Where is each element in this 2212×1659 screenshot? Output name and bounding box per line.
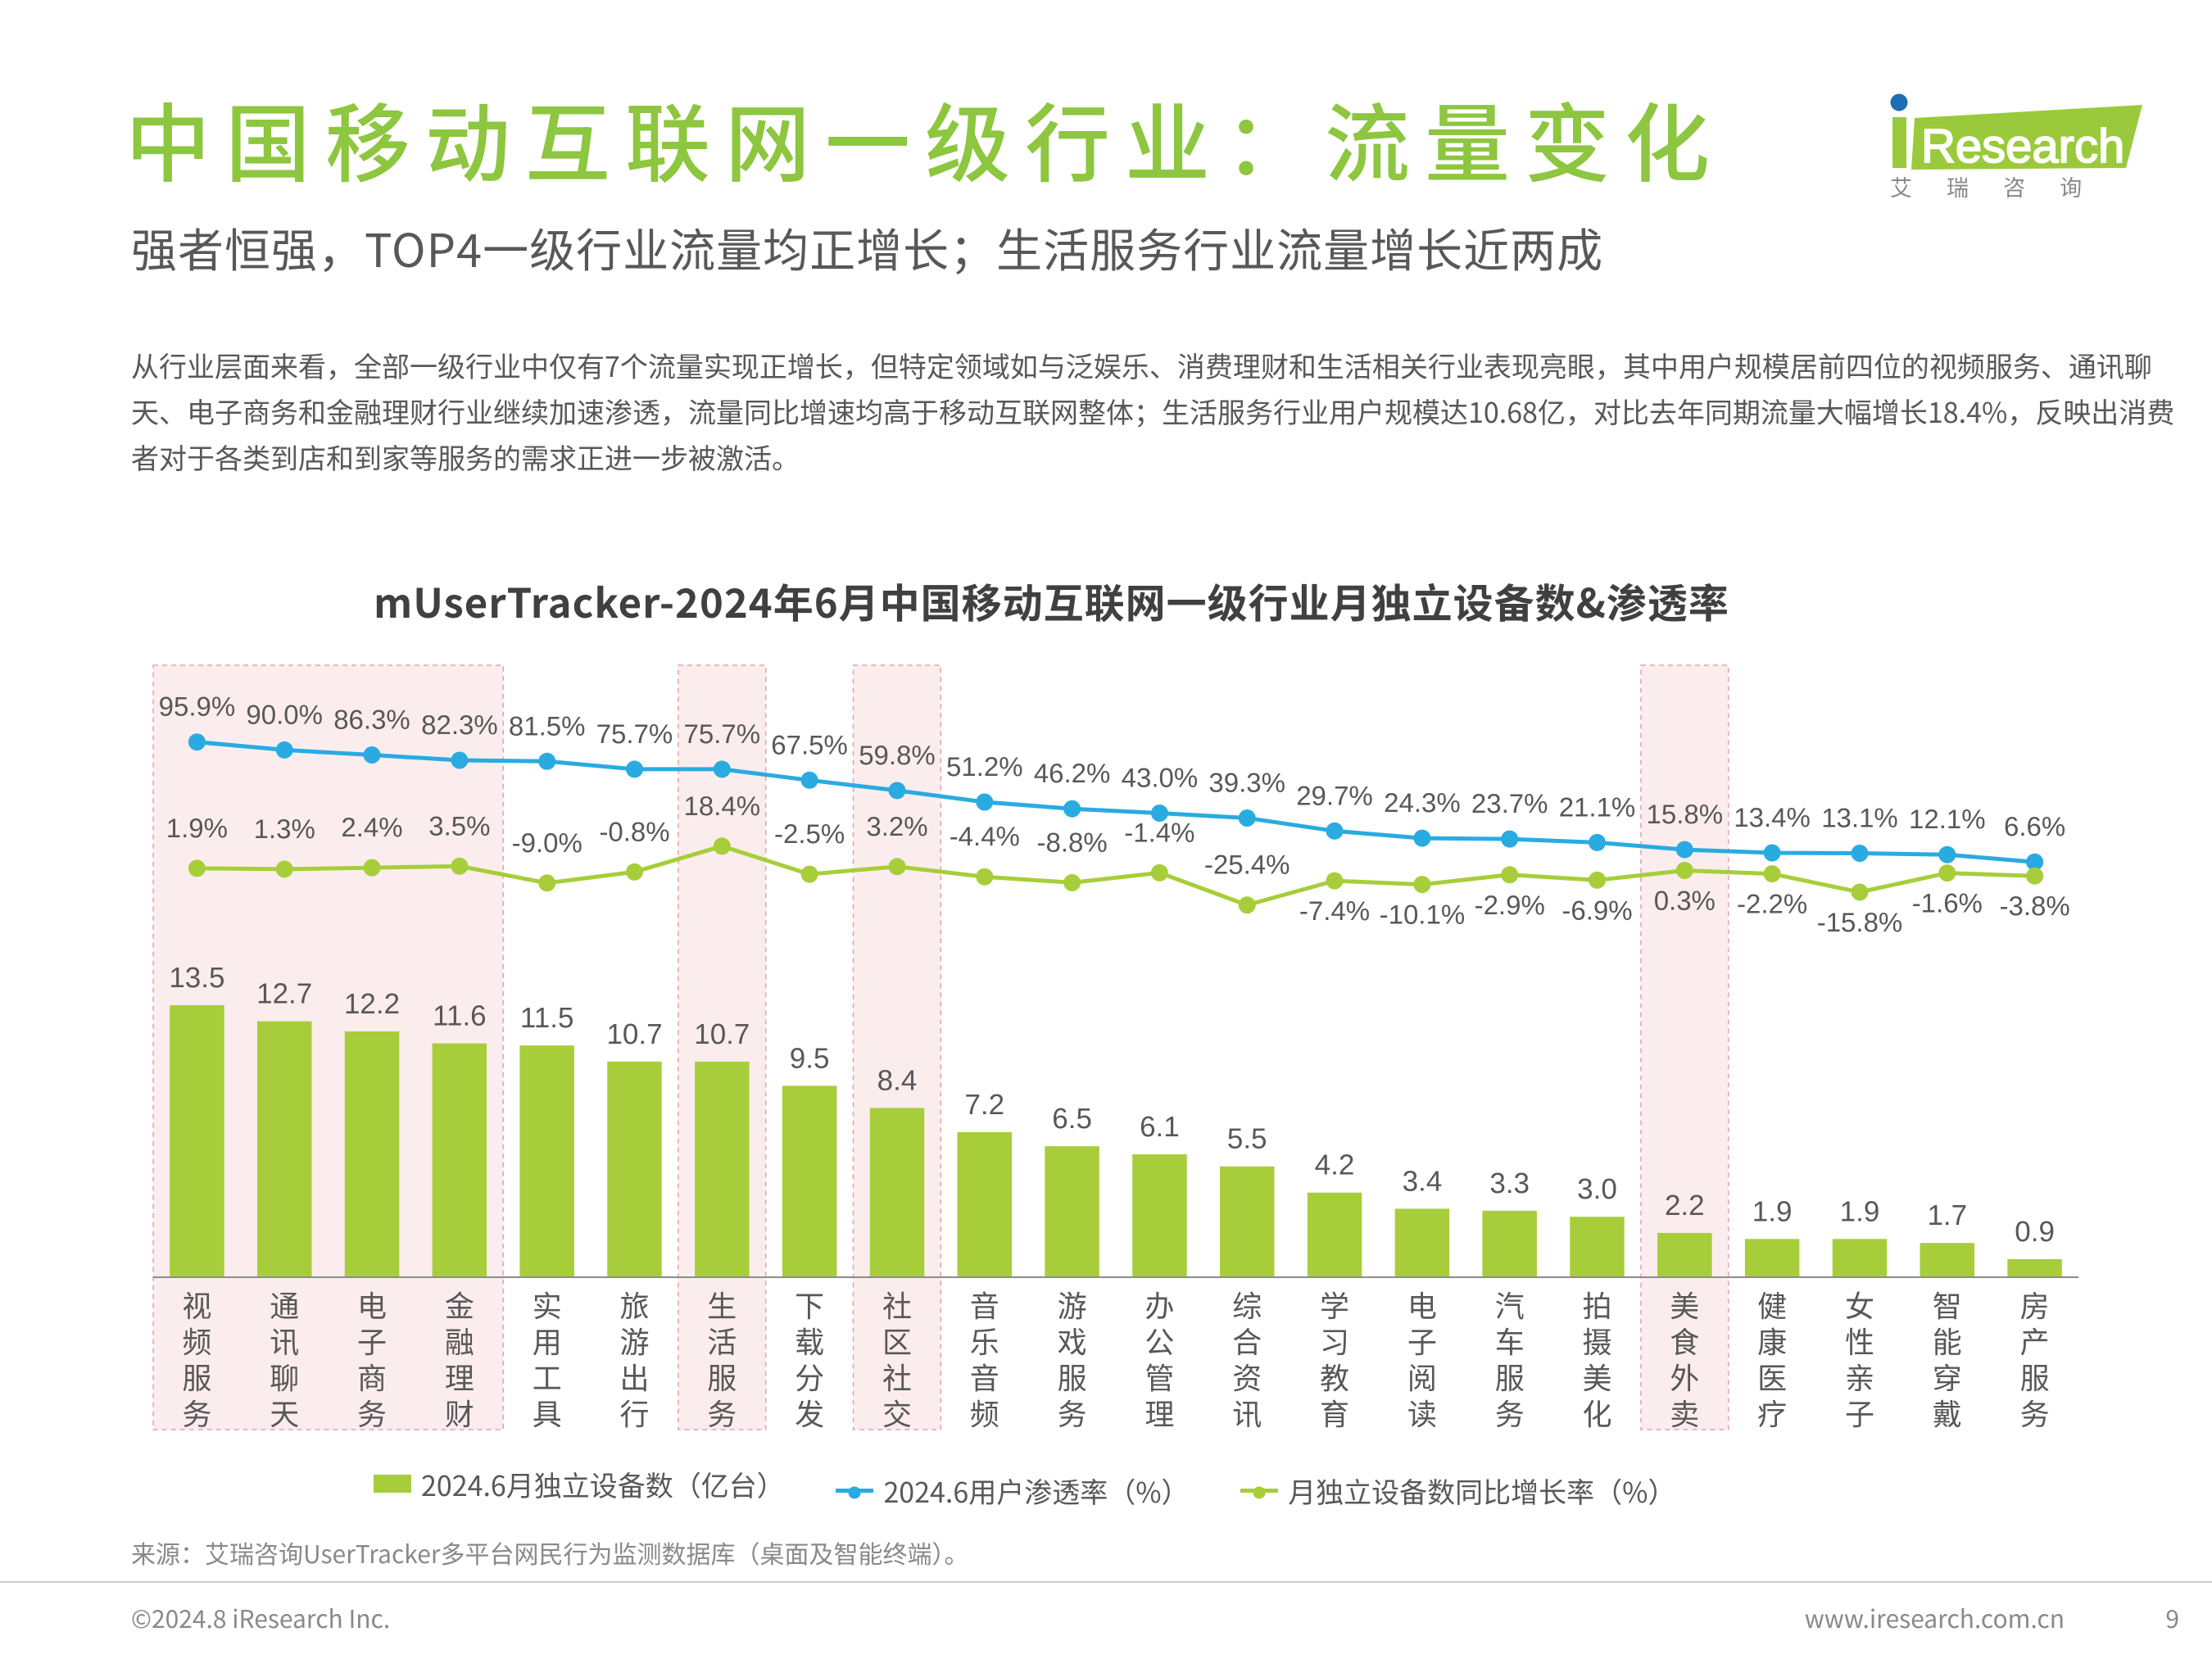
svg-text:电子阅读: 电子阅读 — [1407, 1290, 1437, 1431]
svg-text:游戏服务: 游戏服务 — [1058, 1290, 1087, 1431]
svg-text:办公管理: 办公管理 — [1145, 1290, 1174, 1431]
svg-text:29.7%: 29.7% — [1296, 780, 1373, 810]
svg-text:1.3%: 1.3% — [254, 814, 315, 844]
svg-text:-4.4%: -4.4% — [950, 821, 1020, 851]
svg-text:-9.0%: -9.0% — [512, 827, 582, 858]
svg-text:10.7: 10.7 — [694, 1018, 750, 1050]
svg-text:2.2: 2.2 — [1665, 1190, 1705, 1222]
svg-text:6.6%: 6.6% — [2004, 811, 2065, 841]
svg-text:拍摄美化: 拍摄美化 — [1582, 1290, 1611, 1431]
svg-text:1.9: 1.9 — [1840, 1195, 1880, 1227]
svg-text:4.2: 4.2 — [1315, 1149, 1355, 1181]
svg-text:81.5%: 81.5% — [509, 710, 586, 741]
svg-text:9.5: 9.5 — [790, 1042, 830, 1074]
svg-text:43.0%: 43.0% — [1122, 763, 1199, 793]
svg-text:51.2%: 51.2% — [946, 751, 1023, 782]
svg-text:8.4: 8.4 — [877, 1064, 918, 1096]
svg-text:-25.4%: -25.4% — [1204, 850, 1290, 880]
svg-text:0.3%: 0.3% — [1654, 886, 1716, 916]
svg-text:15.8%: 15.8% — [1647, 799, 1724, 829]
svg-text:-15.8%: -15.8% — [1817, 907, 1903, 937]
svg-text:音乐音频: 音乐音频 — [970, 1290, 999, 1431]
svg-text:90.0%: 90.0% — [246, 699, 323, 729]
svg-text:46.2%: 46.2% — [1034, 758, 1111, 788]
svg-text:39.3%: 39.3% — [1208, 768, 1285, 798]
svg-text:18.4%: 18.4% — [684, 791, 761, 821]
svg-text:实用工具: 实用工具 — [533, 1290, 562, 1431]
svg-text:10.7: 10.7 — [606, 1018, 662, 1050]
svg-text:-1.4%: -1.4% — [1124, 817, 1194, 847]
svg-text:学习教育: 学习教育 — [1320, 1290, 1349, 1431]
svg-text:-7.4%: -7.4% — [1299, 895, 1370, 926]
svg-text:汽车服务: 汽车服务 — [1495, 1290, 1525, 1431]
svg-text:-8.8%: -8.8% — [1036, 827, 1107, 857]
svg-text:95.9%: 95.9% — [159, 691, 236, 722]
svg-text:3.3: 3.3 — [1489, 1167, 1530, 1199]
svg-text:3.0: 3.0 — [1577, 1173, 1617, 1205]
svg-text:3.4: 3.4 — [1403, 1165, 1443, 1197]
svg-text:-2.5%: -2.5% — [774, 818, 845, 849]
svg-text:0.9: 0.9 — [2015, 1216, 2055, 1248]
svg-text:13.4%: 13.4% — [1734, 802, 1811, 832]
svg-text:智能穿戴: 智能穿戴 — [1933, 1290, 1962, 1431]
svg-text:75.7%: 75.7% — [596, 718, 673, 749]
svg-text:艾 瑞 咨 询: 艾 瑞 咨 询 — [1890, 170, 2096, 201]
svg-text:6.5: 6.5 — [1052, 1103, 1092, 1135]
svg-text:12.7: 12.7 — [256, 978, 312, 1010]
svg-text:13.5: 13.5 — [169, 962, 224, 994]
svg-text:房产服务: 房产服务 — [2020, 1290, 2050, 1431]
svg-text:1.9%: 1.9% — [166, 813, 228, 843]
svg-text:综合资讯: 综合资讯 — [1232, 1290, 1262, 1431]
svg-text:3.2%: 3.2% — [866, 811, 927, 841]
svg-text:12.1%: 12.1% — [1909, 804, 1986, 834]
svg-text:女性亲子: 女性亲子 — [1845, 1290, 1874, 1431]
svg-text:21.1%: 21.1% — [1559, 791, 1636, 822]
svg-text:-2.2%: -2.2% — [1737, 889, 1807, 919]
svg-text:-3.8%: -3.8% — [1999, 891, 2069, 921]
svg-text:1.9: 1.9 — [1752, 1195, 1793, 1227]
svg-text:11.5: 11.5 — [520, 1002, 574, 1034]
svg-text:24.3%: 24.3% — [1384, 787, 1461, 818]
svg-text:健康医疗: 健康医疗 — [1757, 1290, 1787, 1431]
svg-text:-2.9%: -2.9% — [1475, 890, 1545, 920]
svg-text:13.1%: 13.1% — [1821, 803, 1898, 833]
svg-text:3.5%: 3.5% — [428, 810, 490, 841]
svg-text:1.7: 1.7 — [1927, 1199, 1967, 1231]
svg-text:7.2: 7.2 — [964, 1089, 1004, 1121]
svg-text:-10.1%: -10.1% — [1380, 900, 1466, 930]
svg-text:86.3%: 86.3% — [333, 705, 410, 735]
svg-text:5.5: 5.5 — [1227, 1123, 1267, 1155]
svg-text:75.7%: 75.7% — [684, 718, 761, 749]
svg-text:2.4%: 2.4% — [341, 812, 402, 842]
svg-text:Research: Research — [1921, 120, 2124, 173]
svg-text:-0.8%: -0.8% — [599, 816, 669, 846]
svg-text:23.7%: 23.7% — [1471, 788, 1548, 818]
svg-text:-1.6%: -1.6% — [1912, 888, 1983, 918]
svg-text:12.2: 12.2 — [344, 988, 400, 1020]
svg-text:11.6: 11.6 — [433, 1000, 487, 1032]
svg-text:旅游出行: 旅游出行 — [619, 1290, 649, 1431]
svg-text:下载分发: 下载分发 — [795, 1290, 824, 1431]
svg-text:59.8%: 59.8% — [859, 740, 936, 770]
svg-text:-6.9%: -6.9% — [1562, 895, 1632, 925]
svg-text:6.1: 6.1 — [1140, 1111, 1180, 1143]
svg-text:82.3%: 82.3% — [421, 709, 498, 740]
svg-text:67.5%: 67.5% — [771, 729, 848, 759]
